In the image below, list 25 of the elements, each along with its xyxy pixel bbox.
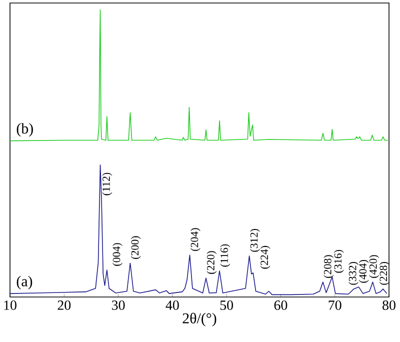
x-tick-label: 70 (328, 300, 342, 310)
x-tick-label: 10 (4, 300, 16, 310)
x-tick-label: 20 (58, 300, 71, 310)
series-label: (a) (16, 276, 32, 290)
annotation: (220) (206, 251, 217, 274)
annotation: (116) (220, 244, 230, 267)
annotation: (316) (334, 250, 344, 273)
annotation: (312) (250, 228, 260, 252)
annotation: (112) (102, 172, 112, 196)
annotation: (332) (348, 262, 358, 285)
x-tick-label: 60 (274, 300, 288, 310)
annotation: (208) (324, 255, 334, 278)
annotation: (200) (130, 236, 141, 259)
x-tick-label: 50 (220, 300, 234, 310)
x-tick-label: 30 (112, 300, 125, 310)
annotation: (420) (369, 255, 380, 278)
x-tick-label: 40 (166, 300, 179, 310)
annotation: (404) (358, 260, 369, 283)
x-axis-title: 2θ/(°) (182, 312, 216, 326)
annotation: (004) (112, 243, 122, 266)
x-tick-label: 80 (382, 300, 396, 310)
annotation: (228) (379, 262, 390, 285)
annotation: (224) (260, 246, 270, 269)
series-label: (b) (16, 123, 33, 137)
annotation: (204) (190, 228, 200, 251)
